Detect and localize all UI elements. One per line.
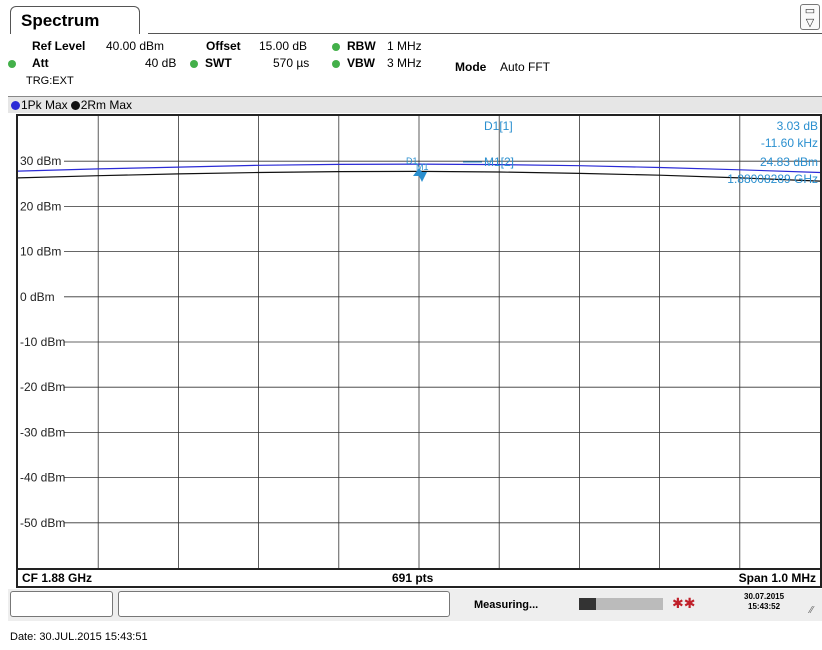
offset-value: 15.00 dB [259,39,308,53]
status-box-message[interactable] [118,591,450,617]
marker-readout: D1[1] 3.03 dB -11.60 kHz M1[2] 24.83 dBm… [406,119,818,186]
y-tick-bg [18,334,64,348]
resize-grip-icon[interactable]: ⁄⁄ [810,605,814,616]
y-tick-label: -50 dBm [20,516,65,530]
swt-label: SWT [205,56,232,70]
att-value: 40 dB [145,56,177,70]
rbw-indicator-icon [330,38,343,56]
y-tick-label: 0 dBm [20,290,55,304]
rbw-value: 1 MHz [387,39,422,53]
trace1-dot-icon [11,101,20,111]
grid [18,116,820,568]
status-bar: Measuring... ✱✱ 30.07.2015 15:43:52 ⁄⁄ [8,589,822,621]
y-tick-label: -10 dBm [20,335,65,349]
trace-line-1 [17,163,821,174]
analyzer-window: ▭ ▽ [8,0,822,622]
trace1-label[interactable]: 1Pk Max [21,98,68,112]
tab-divider [148,33,822,34]
y-tick-label: -30 dBm [20,425,65,439]
m1-plot-marker[interactable]: M1 [416,162,429,172]
menu-expand-icon[interactable]: ▭ ▽ [800,4,820,30]
y-tick-label: 20 dBm [20,199,61,213]
d1-value: 3.03 dB [777,119,818,133]
ref-level-label: Ref Level [32,39,86,53]
tab-label: Spectrum [21,11,100,30]
y-tick-bg [18,153,64,168]
frequency-span: Span 1.0 MHz [738,571,816,585]
y-tick-bg [18,243,64,258]
vbw-value: 3 MHz [387,56,422,70]
swt-value: 570 µs [273,56,310,70]
center-frequency: CF 1.88 GHz [22,571,93,585]
swt-indicator-icon [188,55,201,73]
trigger-label: TRG:EXT [26,75,74,87]
status-date: 30.07.2015 [744,592,785,601]
rbw-label: RBW [347,39,376,53]
status-box-left[interactable] [10,591,113,617]
plot-footer: CF 1.88 GHz 691 pts Span 1.0 MHz [16,569,822,588]
footer-date: Date: 30.JUL.2015 15:43:51 [10,631,148,643]
y-tick-bg [18,198,64,213]
y-tick-label: 30 dBm [20,154,61,168]
y-tick-labels: 30 dBm 20 dBm 10 dBm 0 dBm -10 dBm -20 dBm -30… [18,153,65,530]
mode-value: Auto FFT [500,60,551,74]
y-tick-bg [18,288,64,303]
m1-freq: 1.88008289 GHz [727,172,818,186]
y-tick-bg [18,424,64,439]
d1-label: D1[1] [484,119,513,133]
status-datetime: 30.07.2015 15:43:52 [744,592,784,612]
spectrum-plot[interactable]: 30 dBm 20 dBm 10 dBm 0 dBm -10 dBm -20 dBm -30… [16,114,822,570]
mode-label: Mode [455,60,487,74]
d1-marker-icon[interactable] [417,172,427,182]
y-tick-label: 10 dBm [20,245,61,259]
measuring-status: Measuring... [474,599,539,611]
ref-level-value: 40.00 dBm [106,39,165,53]
offset-label: Offset [206,39,241,53]
trace2-dot-icon [70,101,80,111]
progress-bar [579,598,663,610]
y-tick-bg [18,379,64,394]
d1-plot-marker[interactable]: D1 [406,156,418,166]
network-icon: ✱✱ [672,595,696,611]
tab-spectrum[interactable]: Spectrum [10,6,140,34]
vbw-indicator-icon [330,55,343,73]
vbw-label: VBW [347,56,375,70]
y-tick-label: -40 dBm [20,471,65,485]
trace2-label[interactable]: 2Rm Max [80,98,133,112]
sweep-points: 691 pts [392,571,434,585]
trace-legend: 1Pk Max 2Rm Max [8,96,822,113]
y-tick-bg [18,469,64,484]
m1-value: 24.83 dBm [760,155,818,169]
m1-label: M1[2] [484,155,514,169]
status-time: 15:43:52 [748,602,781,611]
d1-freq: -11.60 kHz [761,136,818,150]
spectrum-chart[interactable]: 30 dBm 20 dBm 10 dBm 0 dBm -10 dBm -20 dBm -30… [17,116,821,568]
att-label: Att [32,56,49,70]
y-tick-label: -20 dBm [20,380,65,394]
y-tick-bg [18,514,64,529]
att-indicator-icon [6,55,19,73]
